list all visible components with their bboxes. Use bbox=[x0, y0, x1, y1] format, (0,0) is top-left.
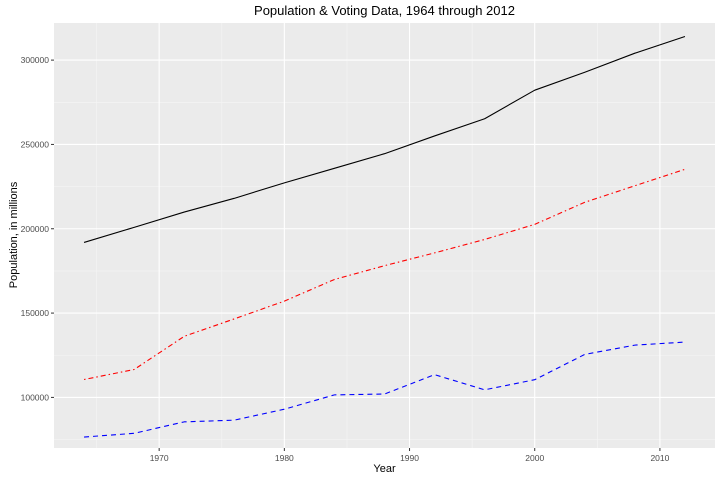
panel-background bbox=[54, 23, 715, 448]
x-axis: 1970 1980 1990 2000 2010 bbox=[150, 448, 670, 463]
x-axis-title: Year bbox=[373, 463, 396, 475]
y-axis-title: Population, in millions bbox=[8, 181, 20, 288]
y-tick-label: 200000 bbox=[21, 224, 50, 234]
y-tick-label: 250000 bbox=[21, 139, 50, 149]
x-tick-label: 1990 bbox=[400, 453, 419, 463]
x-tick-label: 1980 bbox=[275, 453, 294, 463]
y-tick-label: 150000 bbox=[21, 308, 50, 318]
x-tick-label: 2000 bbox=[525, 453, 544, 463]
gridlines bbox=[54, 23, 715, 448]
chart-title: Population & Voting Data, 1964 through 2… bbox=[254, 3, 515, 18]
series-lines bbox=[83, 35, 686, 438]
x-tick-label: 2010 bbox=[650, 453, 669, 463]
x-tick-label: 1970 bbox=[150, 453, 169, 463]
y-tick-label: 100000 bbox=[21, 392, 50, 402]
y-axis: 100000 150000 200000 250000 300000 bbox=[21, 55, 54, 402]
y-tick-label: 300000 bbox=[21, 55, 50, 65]
